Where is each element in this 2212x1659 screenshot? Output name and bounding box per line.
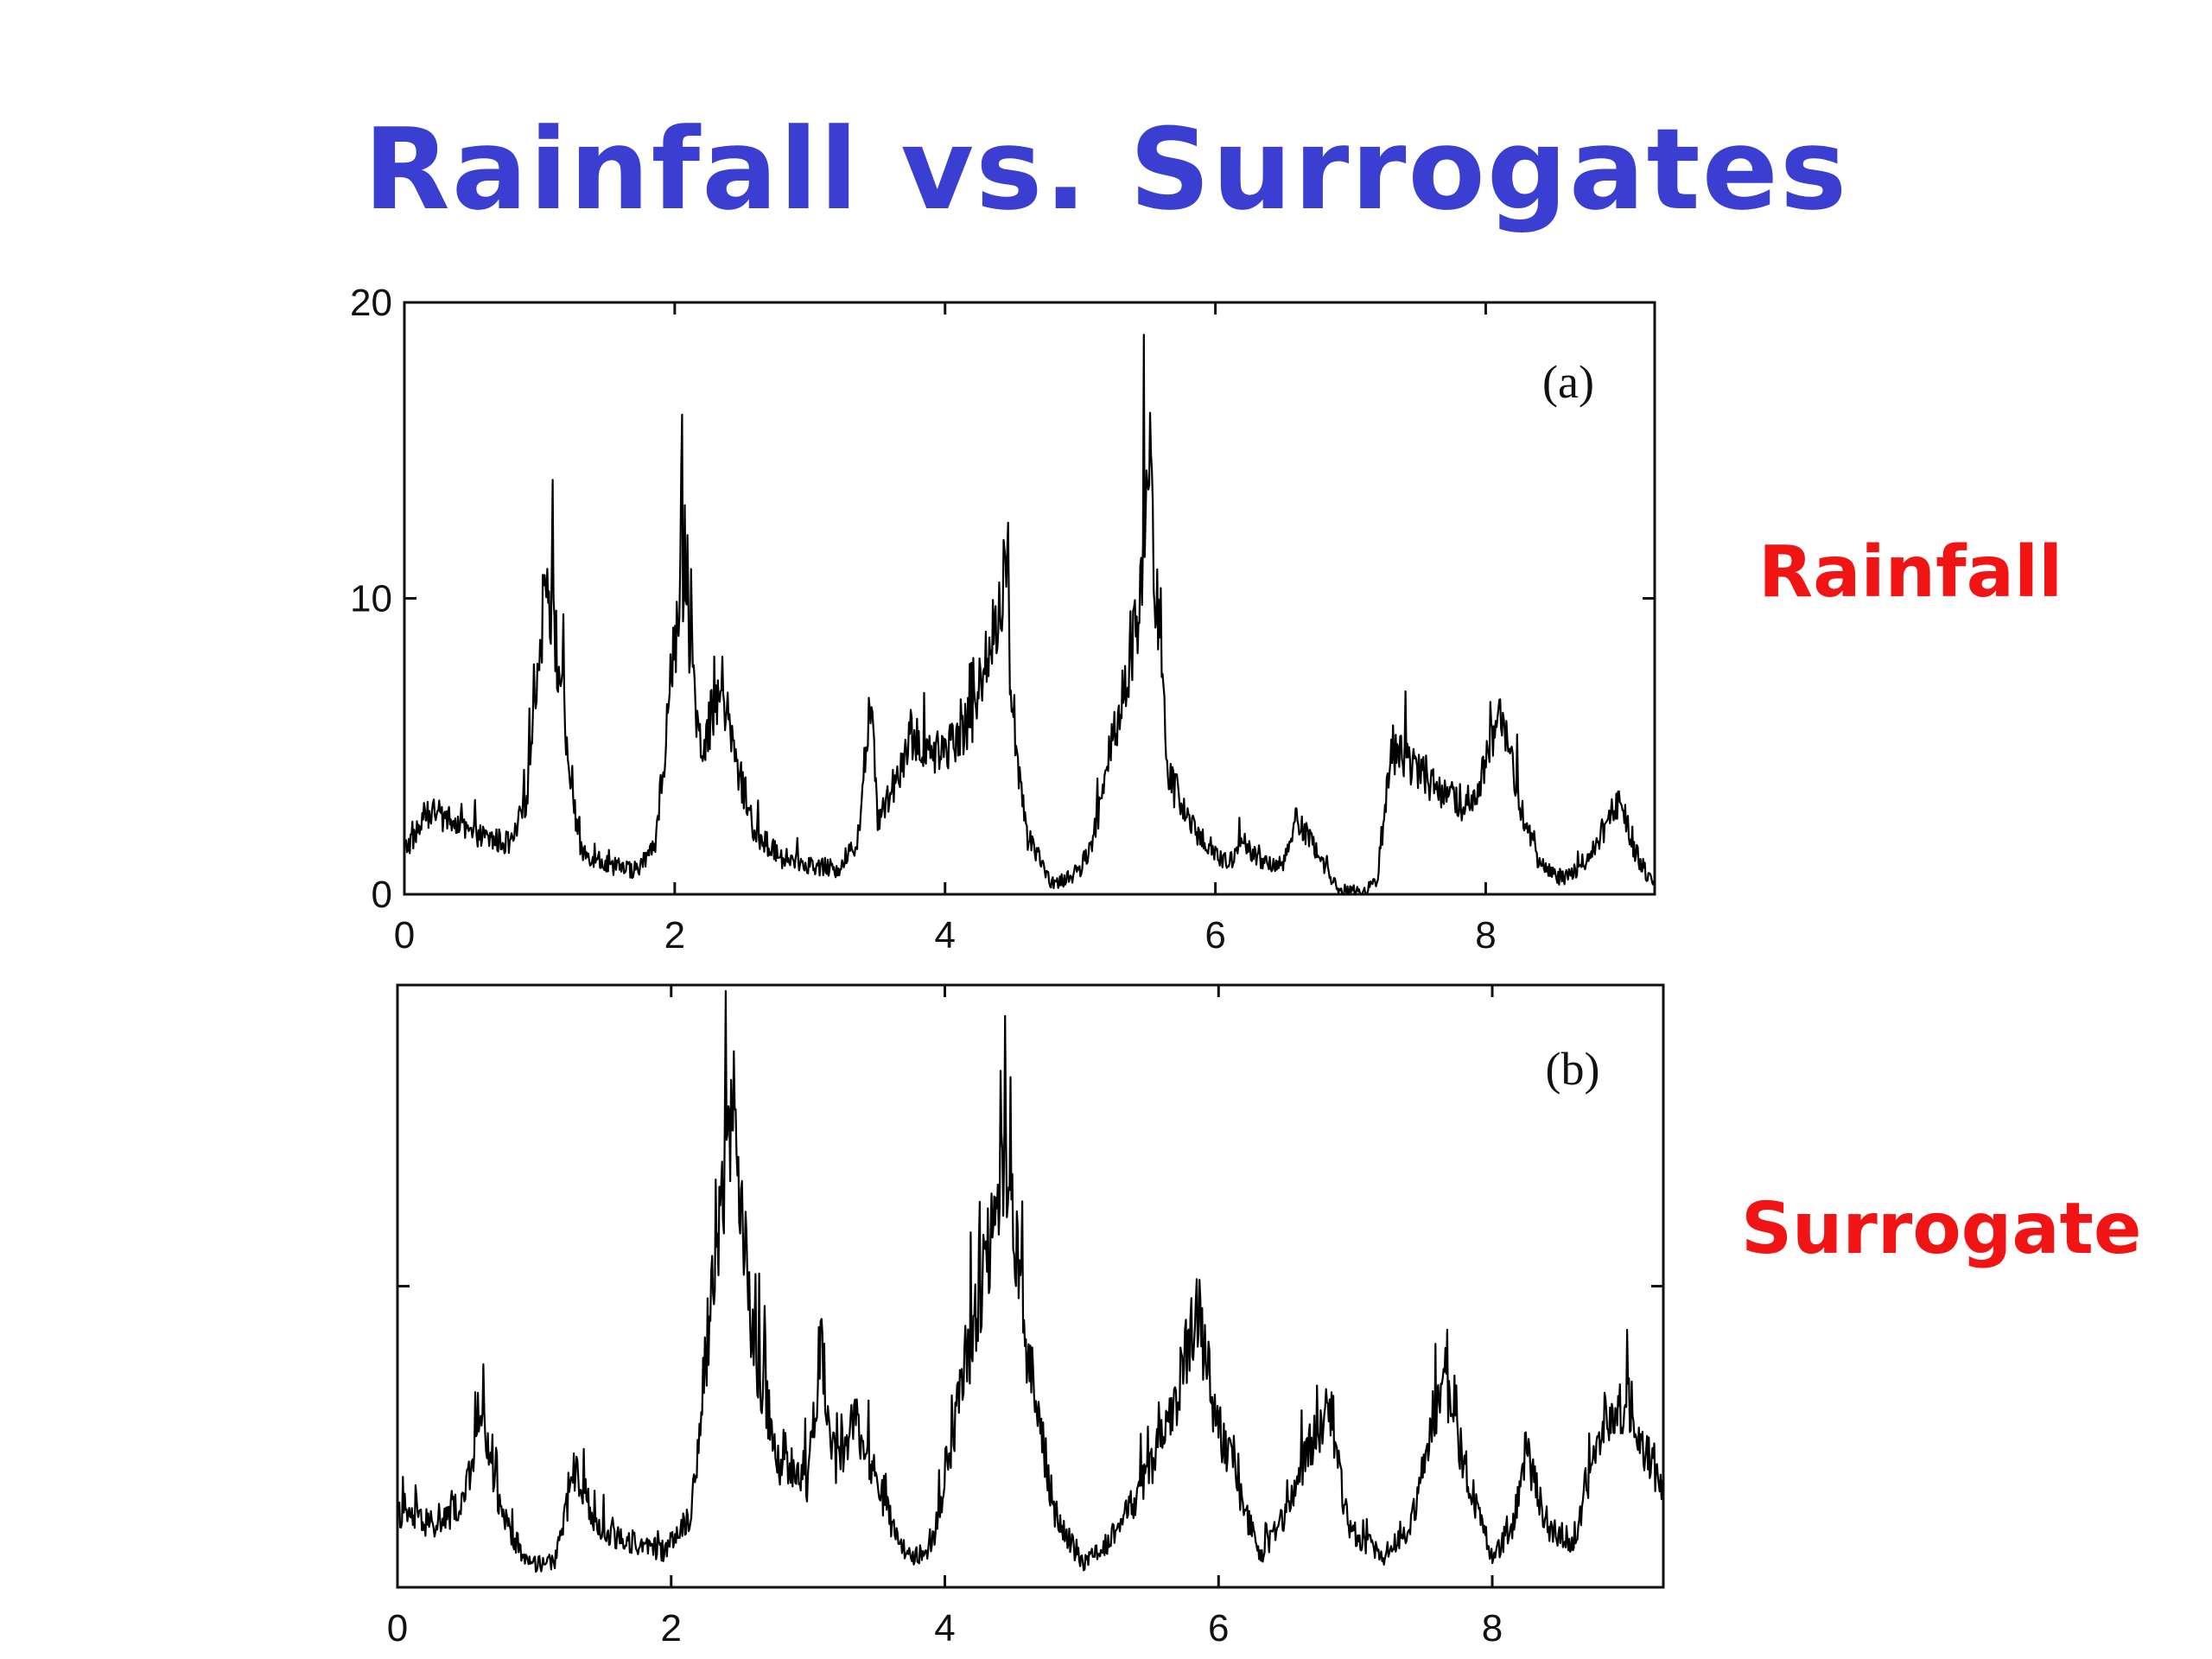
x-tick-label: 8	[1482, 1607, 1503, 1649]
x-tick-label: 2	[661, 1607, 682, 1649]
panel-a-rainfall: 0 2 4 6 8 0 10 20 (a)	[350, 282, 1656, 957]
panel-b-surrogate: 0 2 4 6 8 (b)	[387, 983, 1665, 1649]
rainfall-label: Rainfall	[1758, 531, 2063, 613]
rainfall-series-line	[403, 334, 1656, 896]
x-tick-label: 6	[1205, 914, 1225, 957]
x-tick-label: 4	[934, 914, 955, 957]
x-tick-label: 0	[387, 1607, 408, 1649]
x-tick-label: 0	[394, 914, 415, 957]
slide-title: Rainfall vs. Surrogates	[363, 104, 1849, 235]
panel-tag: (a)	[1542, 356, 1594, 408]
y-tick-label: 20	[350, 282, 392, 324]
x-tick-label: 8	[1475, 914, 1496, 957]
surrogate-series-line	[396, 989, 1665, 1573]
surrogate-label: Surrogate	[1741, 1188, 2142, 1270]
y-tick-label: 0	[372, 874, 392, 916]
y-tick-label: 10	[350, 578, 392, 620]
x-tick-label: 6	[1208, 1607, 1229, 1649]
x-tick-label: 4	[934, 1607, 955, 1649]
panel-tag: (b)	[1546, 1043, 1600, 1095]
x-tick-label: 2	[664, 914, 685, 957]
